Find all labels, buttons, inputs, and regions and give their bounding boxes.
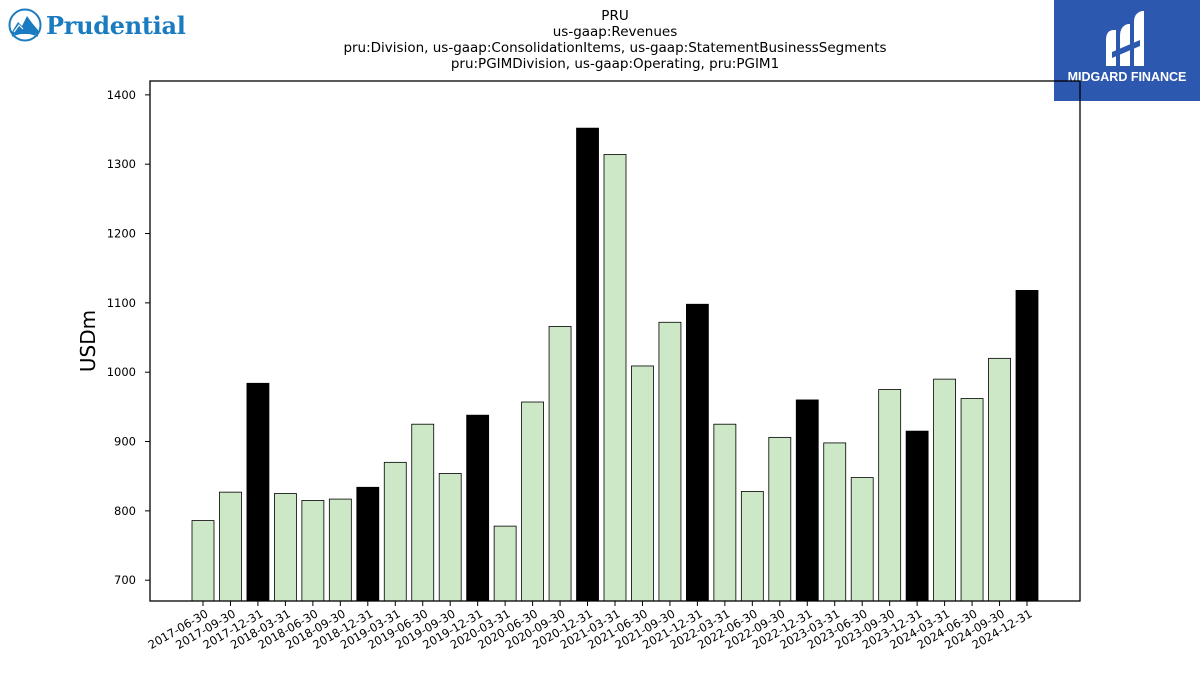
bar-2023-03-31 (823, 442, 847, 602)
prudential-rock-icon (8, 8, 42, 42)
bar-2024-09-30 (988, 357, 1011, 602)
y-tick-label: 1300 (107, 157, 136, 171)
bar-2023-06-30 (850, 477, 874, 602)
bar-2021-06-30 (631, 365, 654, 602)
bar-2024-06-30 (960, 398, 984, 602)
chart-title-line: PRU (601, 8, 628, 24)
prudential-logo-text: Prudential (46, 10, 186, 40)
chart-title-line: pru:PGIMDivision, us-gaap:Operating, pru… (451, 56, 779, 72)
bar-2018-03-31 (273, 493, 297, 602)
bar-2022-09-30 (768, 436, 792, 602)
bars-group (191, 127, 1039, 602)
y-tick-label: 800 (114, 504, 136, 518)
bar-2019-12-31 (466, 414, 490, 602)
bar-2019-03-31 (383, 461, 407, 602)
bar-2023-09-30 (878, 389, 902, 602)
midgard-m-icon (1106, 11, 1144, 66)
bar-2019-06-30 (411, 423, 435, 602)
y-tick-label: 700 (114, 573, 136, 587)
bar-2020-03-31 (493, 525, 517, 602)
prudential-logo: Prudential (8, 8, 186, 42)
bar-2018-12-31 (356, 486, 380, 602)
bar-2017-12-31 (246, 382, 270, 602)
y-tick-label: 1200 (107, 227, 136, 241)
bar-2017-06-30 (191, 520, 215, 602)
bar-2018-09-30 (328, 498, 352, 602)
y-axis-label: USDm (76, 310, 100, 372)
bar-2022-03-31 (713, 423, 737, 602)
bar-2024-03-31 (933, 378, 956, 602)
midgard-finance-logo: MIDGARD FINANCE (1054, 0, 1200, 101)
bar-2019-09-30 (438, 473, 462, 602)
bar-2020-06-30 (521, 401, 544, 602)
bar-2021-12-31 (686, 303, 709, 602)
bar-2021-09-30 (658, 321, 682, 602)
midgard-logo-text: MIDGARD FINANCE (1068, 70, 1187, 84)
y-tick-label: 900 (114, 435, 136, 449)
x-axis: 2017-06-302017-09-302017-12-312018-03-31… (146, 601, 1035, 652)
bar-2022-12-31 (795, 399, 819, 602)
y-axis: 700 800 900 1000 1100 1200 1300 1400 (107, 88, 150, 587)
bar-2021-03-31 (603, 154, 627, 602)
bar-2023-12-31 (905, 430, 929, 602)
bar-2020-09-30 (548, 326, 572, 602)
bar-2022-06-30 (740, 491, 764, 602)
bar-2017-09-30 (219, 491, 242, 602)
bar-2024-12-31 (1015, 289, 1039, 602)
chart-title-line: pru:Division, us-gaap:ConsolidationItems… (343, 40, 886, 56)
y-tick-label: 1100 (107, 296, 136, 310)
chart-title-line: us-gaap:Revenues (553, 24, 678, 40)
y-tick-label: 1000 (107, 365, 136, 379)
bar-2018-06-30 (301, 500, 325, 602)
y-tick-label: 1400 (107, 88, 136, 102)
bar-2020-12-31 (576, 127, 599, 602)
